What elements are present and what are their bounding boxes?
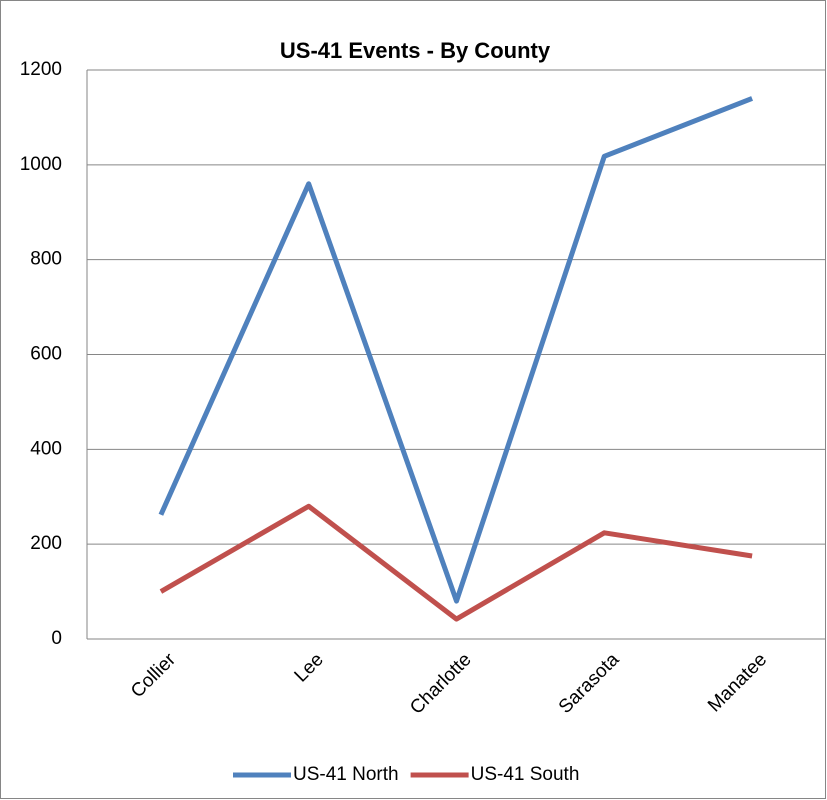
- series-line: [158, 96, 754, 604]
- y-tick-label: 1200: [20, 59, 62, 80]
- y-tick-label: 200: [30, 533, 62, 554]
- series-line: [159, 503, 753, 622]
- chart-title: US-41 Events - By County: [280, 38, 551, 63]
- y-tick-label: 1000: [20, 154, 62, 175]
- legend-label: US-41 North: [293, 764, 399, 785]
- y-tick-label: 400: [30, 438, 62, 459]
- y-tick-label: 0: [51, 628, 62, 649]
- legend-label: US-41 South: [471, 764, 580, 785]
- y-tick-label: 600: [30, 344, 62, 365]
- y-tick-label: 800: [30, 249, 62, 270]
